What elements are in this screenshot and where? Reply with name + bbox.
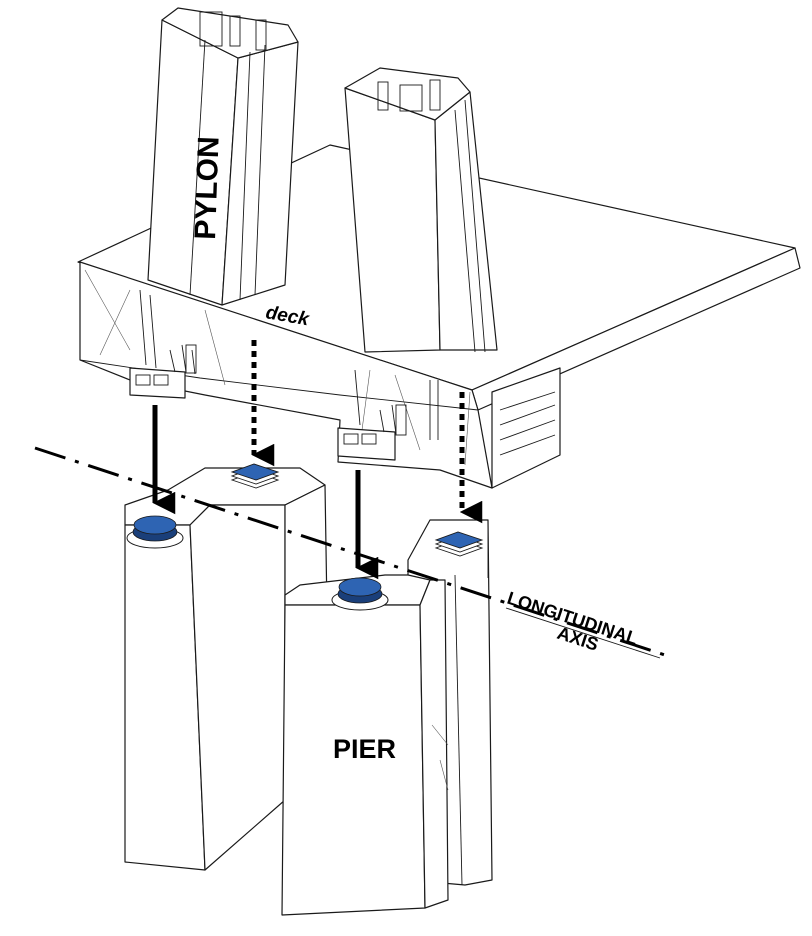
pier-left-face2 [189, 504, 286, 871]
bearing-elastomeric-left [230, 463, 280, 489]
pylon-label: PYLON [189, 136, 226, 240]
pylon-left [147, 7, 299, 306]
pier-label: PIER [333, 734, 396, 764]
sole-plate-left [129, 367, 186, 399]
pier-right-side [419, 579, 449, 909]
pylon-right [344, 67, 498, 353]
deck-girder-right [491, 367, 561, 489]
load-arrows [152, 340, 483, 580]
bearing-pot-left [126, 515, 184, 549]
bearing-pot-right [331, 577, 389, 611]
bearing-elastomeric-right [434, 531, 484, 557]
pier-right [281, 519, 493, 916]
pylon-right-top [344, 67, 471, 121]
